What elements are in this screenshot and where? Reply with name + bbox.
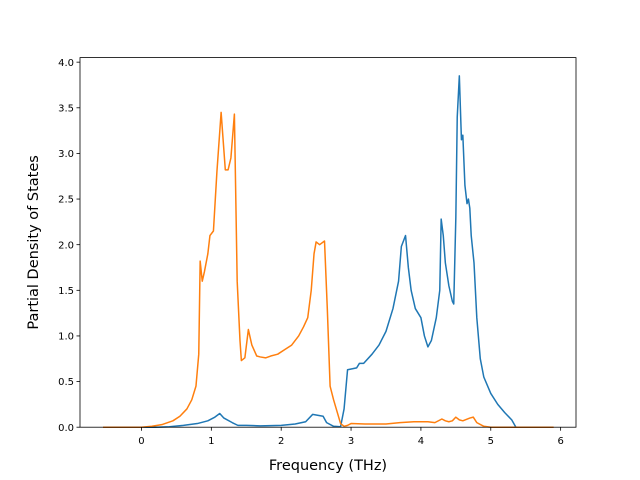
x-tick-label: 2 [278,436,284,447]
y-tick-label: 2.0 [58,240,74,251]
y-tick-label: 3.5 [58,103,74,114]
series-1-line [103,75,523,428]
y-tick-label: 0.0 [58,423,74,434]
series-lines [103,75,554,428]
x-tick-label: 3 [348,436,354,447]
axis-ticks: 0 1 2 3 4 5 6 0.0 0.5 1.0 1.5 2.0 2.5 3.0 3.5 4.0 [58,58,564,447]
plot-frame [79,57,577,428]
x-tick-label: 1 [208,436,214,447]
series-2-line [103,111,554,428]
y-tick-label: 4.0 [58,58,74,69]
x-tick-label: 0 [138,436,144,447]
y-tick-label: 0.5 [58,377,74,388]
y-tick-label: 1.5 [58,286,74,297]
x-tick-label: 6 [557,436,563,447]
y-axis-label: Partial Density of States [26,155,42,329]
x-tick-label: 5 [488,436,494,447]
y-tick-label: 3.0 [58,149,74,160]
y-tick-label: 2.5 [58,195,74,206]
y-tick-label: 1.0 [58,332,74,343]
x-axis-label: Frequency (THz) [269,458,387,474]
x-tick-label: 4 [418,436,424,447]
